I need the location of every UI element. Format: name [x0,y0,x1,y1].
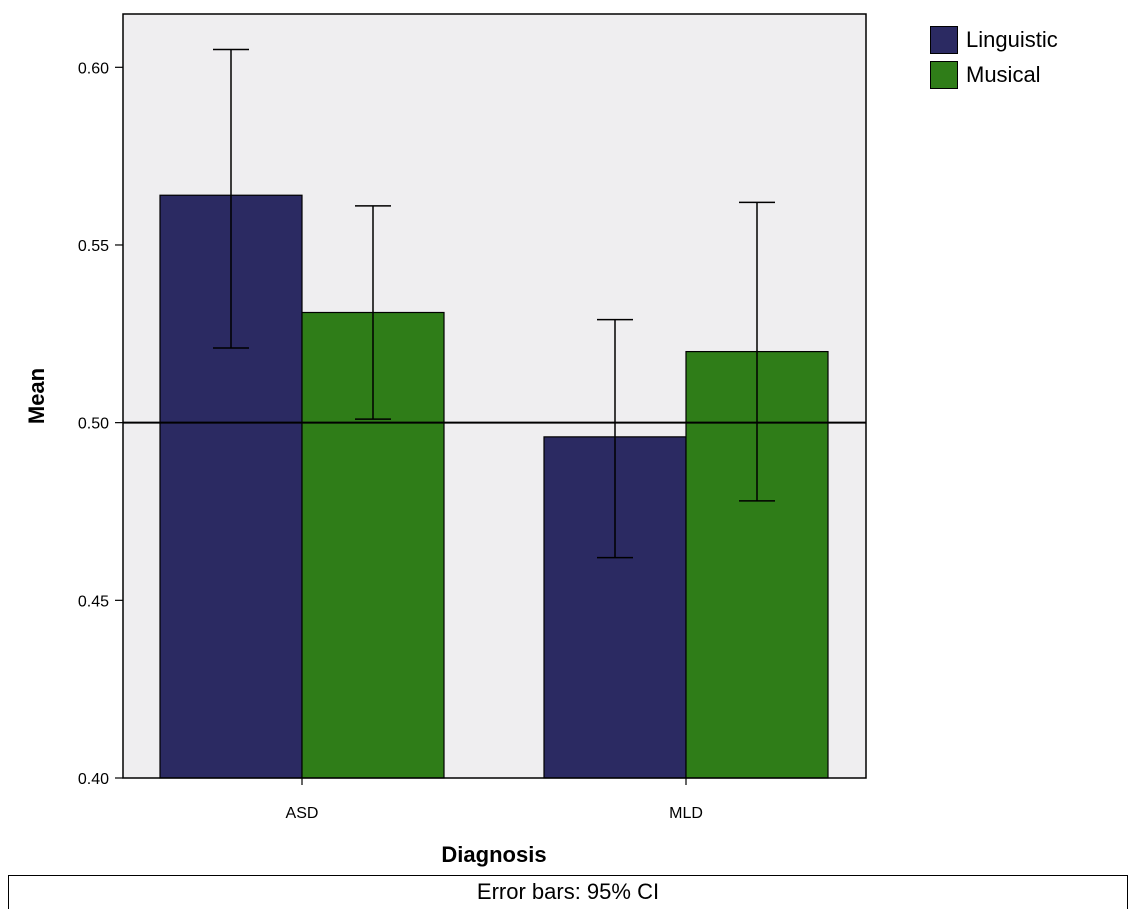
x-tick-label-asd: ASD [286,805,319,822]
y-tick-label-0.60: 0.60 [78,60,109,77]
y-tick-label-0.40: 0.40 [78,771,109,788]
bars-layer [159,194,829,779]
error-bars-layer [213,48,775,559]
y-tick-label-0.50: 0.50 [78,416,109,433]
legend-swatch-musical [930,60,958,89]
legend-label-musical: Musical [966,61,1041,87]
y-axis-title: Mean [24,368,49,424]
legend-item-linguistic: Linguistic [930,22,1058,57]
chart: 0.40 0.45 0.50 0.55 0.60 ASD MLD Diagnosis Me… [24,13,867,867]
legend-item-musical: Musical [930,57,1058,92]
legend-label-linguistic: Linguistic [966,26,1058,52]
plot-frame [122,13,867,779]
x-axis-title: Diagnosis [441,842,546,867]
x-axis: ASD MLD [286,778,703,822]
error-bars-footnote: Error bars: 95% CI [8,875,1128,909]
x-tick-label-mld: MLD [669,805,703,822]
legend-swatch-linguistic [930,25,958,54]
y-tick-label-0.45: 0.45 [78,593,109,610]
y-tick-label-0.55: 0.55 [78,238,109,255]
legend: Linguistic Musical [930,22,1058,92]
y-axis: 0.40 0.45 0.50 0.55 0.60 [78,60,123,788]
